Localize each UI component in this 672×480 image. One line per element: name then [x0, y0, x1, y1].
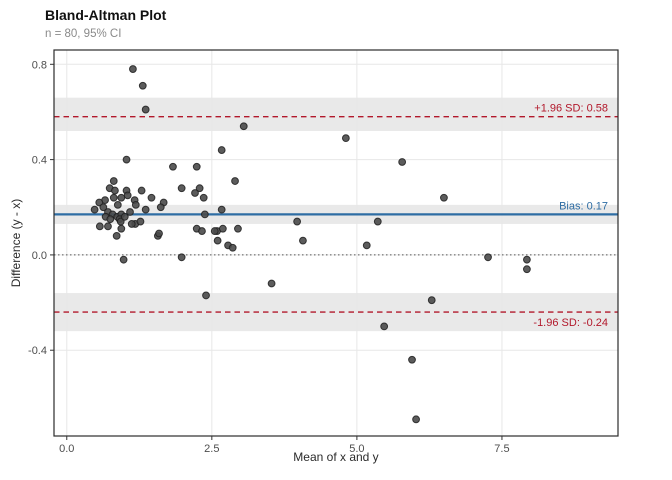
scatter-point: [109, 193, 118, 202]
scatter-point: [398, 158, 407, 166]
scatter-point: [408, 355, 416, 364]
scatter-point: [200, 210, 209, 219]
scatter-point: [523, 255, 531, 264]
bias-label: Bias: 0.17: [559, 200, 608, 212]
y-tick-label: 0.4: [32, 155, 47, 167]
scatter-point: [440, 193, 448, 202]
scatter-point: [123, 191, 132, 200]
scatter-point: [95, 222, 104, 231]
scatter-point: [109, 177, 118, 185]
scatter-point: [218, 224, 227, 233]
scatter-point: [217, 205, 226, 214]
scatter-point: [213, 236, 222, 245]
scatter-point: [191, 189, 199, 197]
scatter-point: [195, 184, 204, 193]
scatter-point: [156, 203, 165, 212]
scatter-point: [169, 162, 177, 171]
scatter-point: [137, 186, 146, 195]
scatter-point: [129, 65, 137, 73]
scatter-point: [217, 146, 226, 154]
x-tick-label: 2.5: [204, 443, 219, 455]
y-tick-label: -0.4: [28, 345, 47, 357]
scatter-point: [147, 193, 156, 202]
scatter-point: [122, 155, 131, 164]
scatter-point: [412, 415, 420, 424]
scatter-point: [155, 229, 163, 238]
x-tick-label: 0.0: [59, 443, 74, 455]
scatter-point: [138, 81, 147, 90]
scatter-point: [373, 217, 382, 226]
scatter-point: [362, 241, 371, 250]
scatter-point: [141, 105, 150, 114]
scatter-point: [136, 217, 145, 226]
scatter-point: [111, 186, 119, 195]
scatter-point: [104, 222, 112, 231]
scatter-point: [234, 224, 242, 233]
scatter-point: [341, 134, 350, 143]
scatter-point: [126, 208, 134, 216]
scatter-point: [90, 205, 99, 214]
scatter-point: [106, 215, 115, 224]
scatter-point: [112, 231, 121, 240]
scatter-point: [199, 193, 208, 202]
scatter-point: [198, 227, 206, 235]
panel-border: [53, 49, 619, 437]
scatter-point: [177, 184, 186, 193]
y-tick-label: 0.8: [32, 59, 47, 71]
scatter-point: [113, 200, 122, 209]
scatter-point: [99, 203, 108, 212]
scatter-point: [427, 296, 436, 305]
upper-loa-label: +1.96 SD: 0.58: [534, 103, 608, 115]
scatter-point: [202, 291, 210, 300]
scatter-point: [228, 243, 237, 252]
chart-title: Bland-Altman Plot: [45, 7, 167, 23]
scatter-point: [192, 162, 201, 171]
scatter-point: [293, 217, 302, 226]
x-axis-title: Mean of x and y: [293, 450, 379, 464]
scatter-point: [131, 200, 140, 209]
y-tick-label: 0.0: [32, 250, 47, 262]
scatter-point: [380, 322, 389, 331]
scatter-point: [177, 253, 186, 262]
scatter-point: [117, 224, 126, 233]
scatter-point: [484, 253, 492, 262]
scatter-point: [267, 279, 276, 288]
scatter-point: [210, 227, 219, 235]
scatter-point: [117, 193, 126, 202]
scatter-point: [299, 236, 307, 245]
chart-subtitle: n = 80, 95% CI: [45, 28, 122, 40]
ci-band-upper-loa: [54, 97, 618, 132]
scatter-point: [120, 212, 129, 221]
x-tick-label: 7.5: [494, 443, 509, 455]
scatter-point: [127, 220, 136, 228]
scatter-point: [231, 177, 239, 185]
scatter-point: [239, 122, 248, 131]
scatter-point: [141, 205, 150, 214]
scatter-point: [119, 255, 128, 264]
y-axis-title: Difference (y - x): [9, 198, 23, 288]
lower-loa-label: -1.96 SD: -0.24: [533, 317, 608, 329]
scatter-point: [523, 265, 531, 274]
x-tick-label: 5.0: [349, 443, 364, 455]
